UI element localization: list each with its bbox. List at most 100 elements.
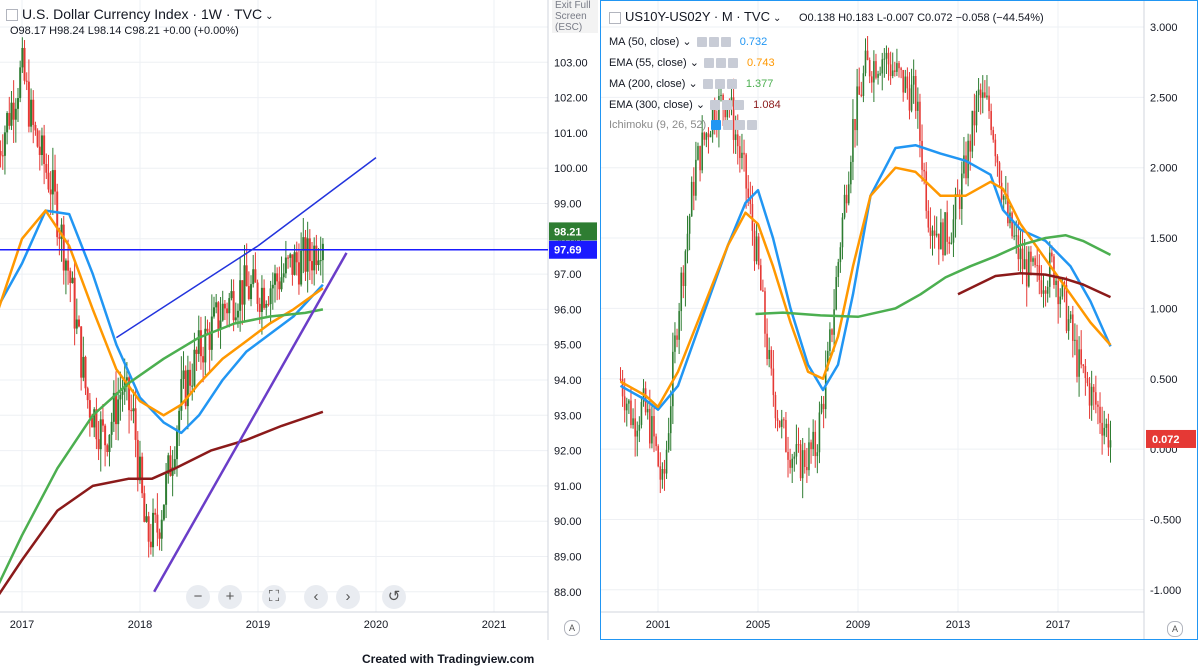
close-icon[interactable] [747, 120, 758, 131]
candle-body [919, 101, 921, 141]
candle-body [302, 237, 305, 251]
settings-icon[interactable] [696, 37, 707, 48]
candle-body [64, 260, 67, 271]
candle-body [942, 222, 944, 256]
candle-body [136, 439, 139, 481]
dxy-chart-svg[interactable]: 88.00 89.00 90.00 91.00 92.00 93.00 94.00 95.00… [0, 0, 598, 640]
candle-body [632, 418, 634, 426]
candle-body [646, 408, 649, 413]
candle-body [793, 456, 796, 459]
scroll-left-button[interactable]: ‹ [304, 585, 328, 609]
yield-spread-chart-svg[interactable]: -1.000-0.5000.0000.5001.0001.5002.0002.5… [601, 1, 1197, 639]
indicator-ichimoku[interactable]: Ichimoku (9, 26, 52) [609, 119, 758, 131]
candle-body [847, 184, 850, 204]
indicator-ema55[interactable]: EMA (55, close) ⌄ 0.743 [609, 57, 775, 69]
exit-fullscreen-button[interactable]: Exit Full Screen (ESC) [552, 0, 598, 33]
candle-body [663, 468, 666, 474]
candle-body [1059, 296, 1062, 305]
right-chart-panel[interactable]: -1.000 -0.500 0.000 0.500 1.000 1.500 2.000 2.5… [600, 0, 1198, 640]
candle-body [785, 420, 787, 452]
y-tick-label: 1.500 [1150, 233, 1178, 245]
candle-body [219, 320, 222, 330]
settings-icon[interactable] [702, 79, 713, 90]
ohlc-high: H0.183 [838, 12, 874, 24]
left-auto-scale-button[interactable]: A [564, 620, 580, 636]
indicator-ema300[interactable]: EMA (300, close) ⌄ 1.084 [609, 99, 781, 111]
candle-body [10, 102, 13, 126]
candle-body [768, 349, 770, 360]
candle-body [19, 67, 22, 99]
close-icon[interactable] [720, 37, 731, 48]
candle-body [252, 269, 255, 285]
close-icon[interactable] [726, 79, 737, 90]
close-icon[interactable] [734, 100, 745, 111]
scroll-right-button[interactable]: › [336, 585, 360, 609]
candle-body [726, 106, 729, 118]
candle-body [178, 410, 181, 431]
indicator-ma200[interactable]: MA (200, close) ⌄ 1.377 [609, 78, 774, 90]
visibility-icon[interactable] [715, 58, 726, 69]
candle-body [799, 444, 802, 479]
x-tick-label: 2001 [646, 619, 670, 631]
candle-body [1082, 364, 1085, 367]
reset-scale-button[interactable]: ⛶ [262, 585, 286, 609]
candle-body [665, 449, 668, 474]
candle-body [762, 290, 764, 292]
visibility-icon[interactable] [722, 100, 733, 111]
indicator-ma50[interactable]: MA (50, close) ⌄ 0.732 [609, 36, 768, 48]
candle-body [676, 335, 678, 340]
visibility-icon[interactable] [714, 79, 725, 90]
close-icon[interactable] [727, 58, 738, 69]
chevron-down-icon[interactable]: ⌄ [265, 11, 274, 22]
candle-body [149, 541, 152, 548]
left-chart-title[interactable]: U.S. Dollar Currency Index · 1W · TVC [22, 6, 263, 22]
candle-body [110, 421, 113, 435]
support-trendline [153, 252, 348, 593]
candle-body [239, 280, 242, 311]
candle-body [651, 416, 653, 444]
candle-body [1076, 339, 1078, 377]
candle-body [766, 333, 768, 360]
right-chart-title[interactable]: US10Y-US02Y · M · TVC [625, 9, 770, 24]
settings-icon[interactable] [710, 100, 721, 111]
candle-body [1, 155, 4, 157]
visibility-icon[interactable] [735, 120, 746, 131]
x-tick-label: 2017 [1046, 619, 1070, 631]
candle-body [749, 197, 752, 205]
reset-chart-button[interactable]: ↺ [382, 585, 406, 609]
indicator-value: 1.084 [753, 99, 781, 111]
candle-body [1032, 258, 1034, 262]
candle-body [43, 135, 46, 165]
zoom-out-button[interactable]: − [186, 585, 210, 609]
candle-body [927, 210, 930, 228]
right-auto-scale-button[interactable]: A [1167, 621, 1183, 637]
settings-icon[interactable] [723, 120, 734, 131]
candle-body [1103, 427, 1106, 436]
candle-body [829, 329, 831, 351]
candle-body [1067, 319, 1070, 331]
candle-body [1069, 314, 1072, 320]
candle-body [854, 119, 856, 131]
visibility-icon[interactable] [708, 37, 719, 48]
candle-body [843, 194, 846, 218]
candle-body [49, 189, 52, 195]
y-tick-label: 3.000 [1150, 22, 1178, 34]
candle-body [82, 356, 85, 378]
candle-body [230, 291, 233, 299]
zoom-in-button[interactable]: + [218, 585, 242, 609]
left-chart-panel[interactable]: 88.00 89.00 90.00 91.00 92.00 93.00 94.00 95.00… [0, 0, 598, 640]
hidden-icon[interactable] [711, 120, 722, 131]
candle-body [619, 378, 622, 380]
x-tick-label: 2005 [746, 619, 770, 631]
settings-icon[interactable] [703, 58, 714, 69]
candle-body [1088, 383, 1091, 406]
y-tick-label: 91.00 [554, 481, 582, 493]
candle-body [232, 291, 235, 321]
candle-body [992, 130, 995, 140]
y-tick-label: 94.00 [554, 375, 582, 387]
candle-body [1048, 252, 1051, 287]
last-price-badge [1146, 429, 1196, 448]
candle-body [770, 349, 773, 369]
chevron-down-icon[interactable]: ⌄ [772, 13, 782, 24]
y-tick-label: -0.500 [1150, 514, 1181, 526]
